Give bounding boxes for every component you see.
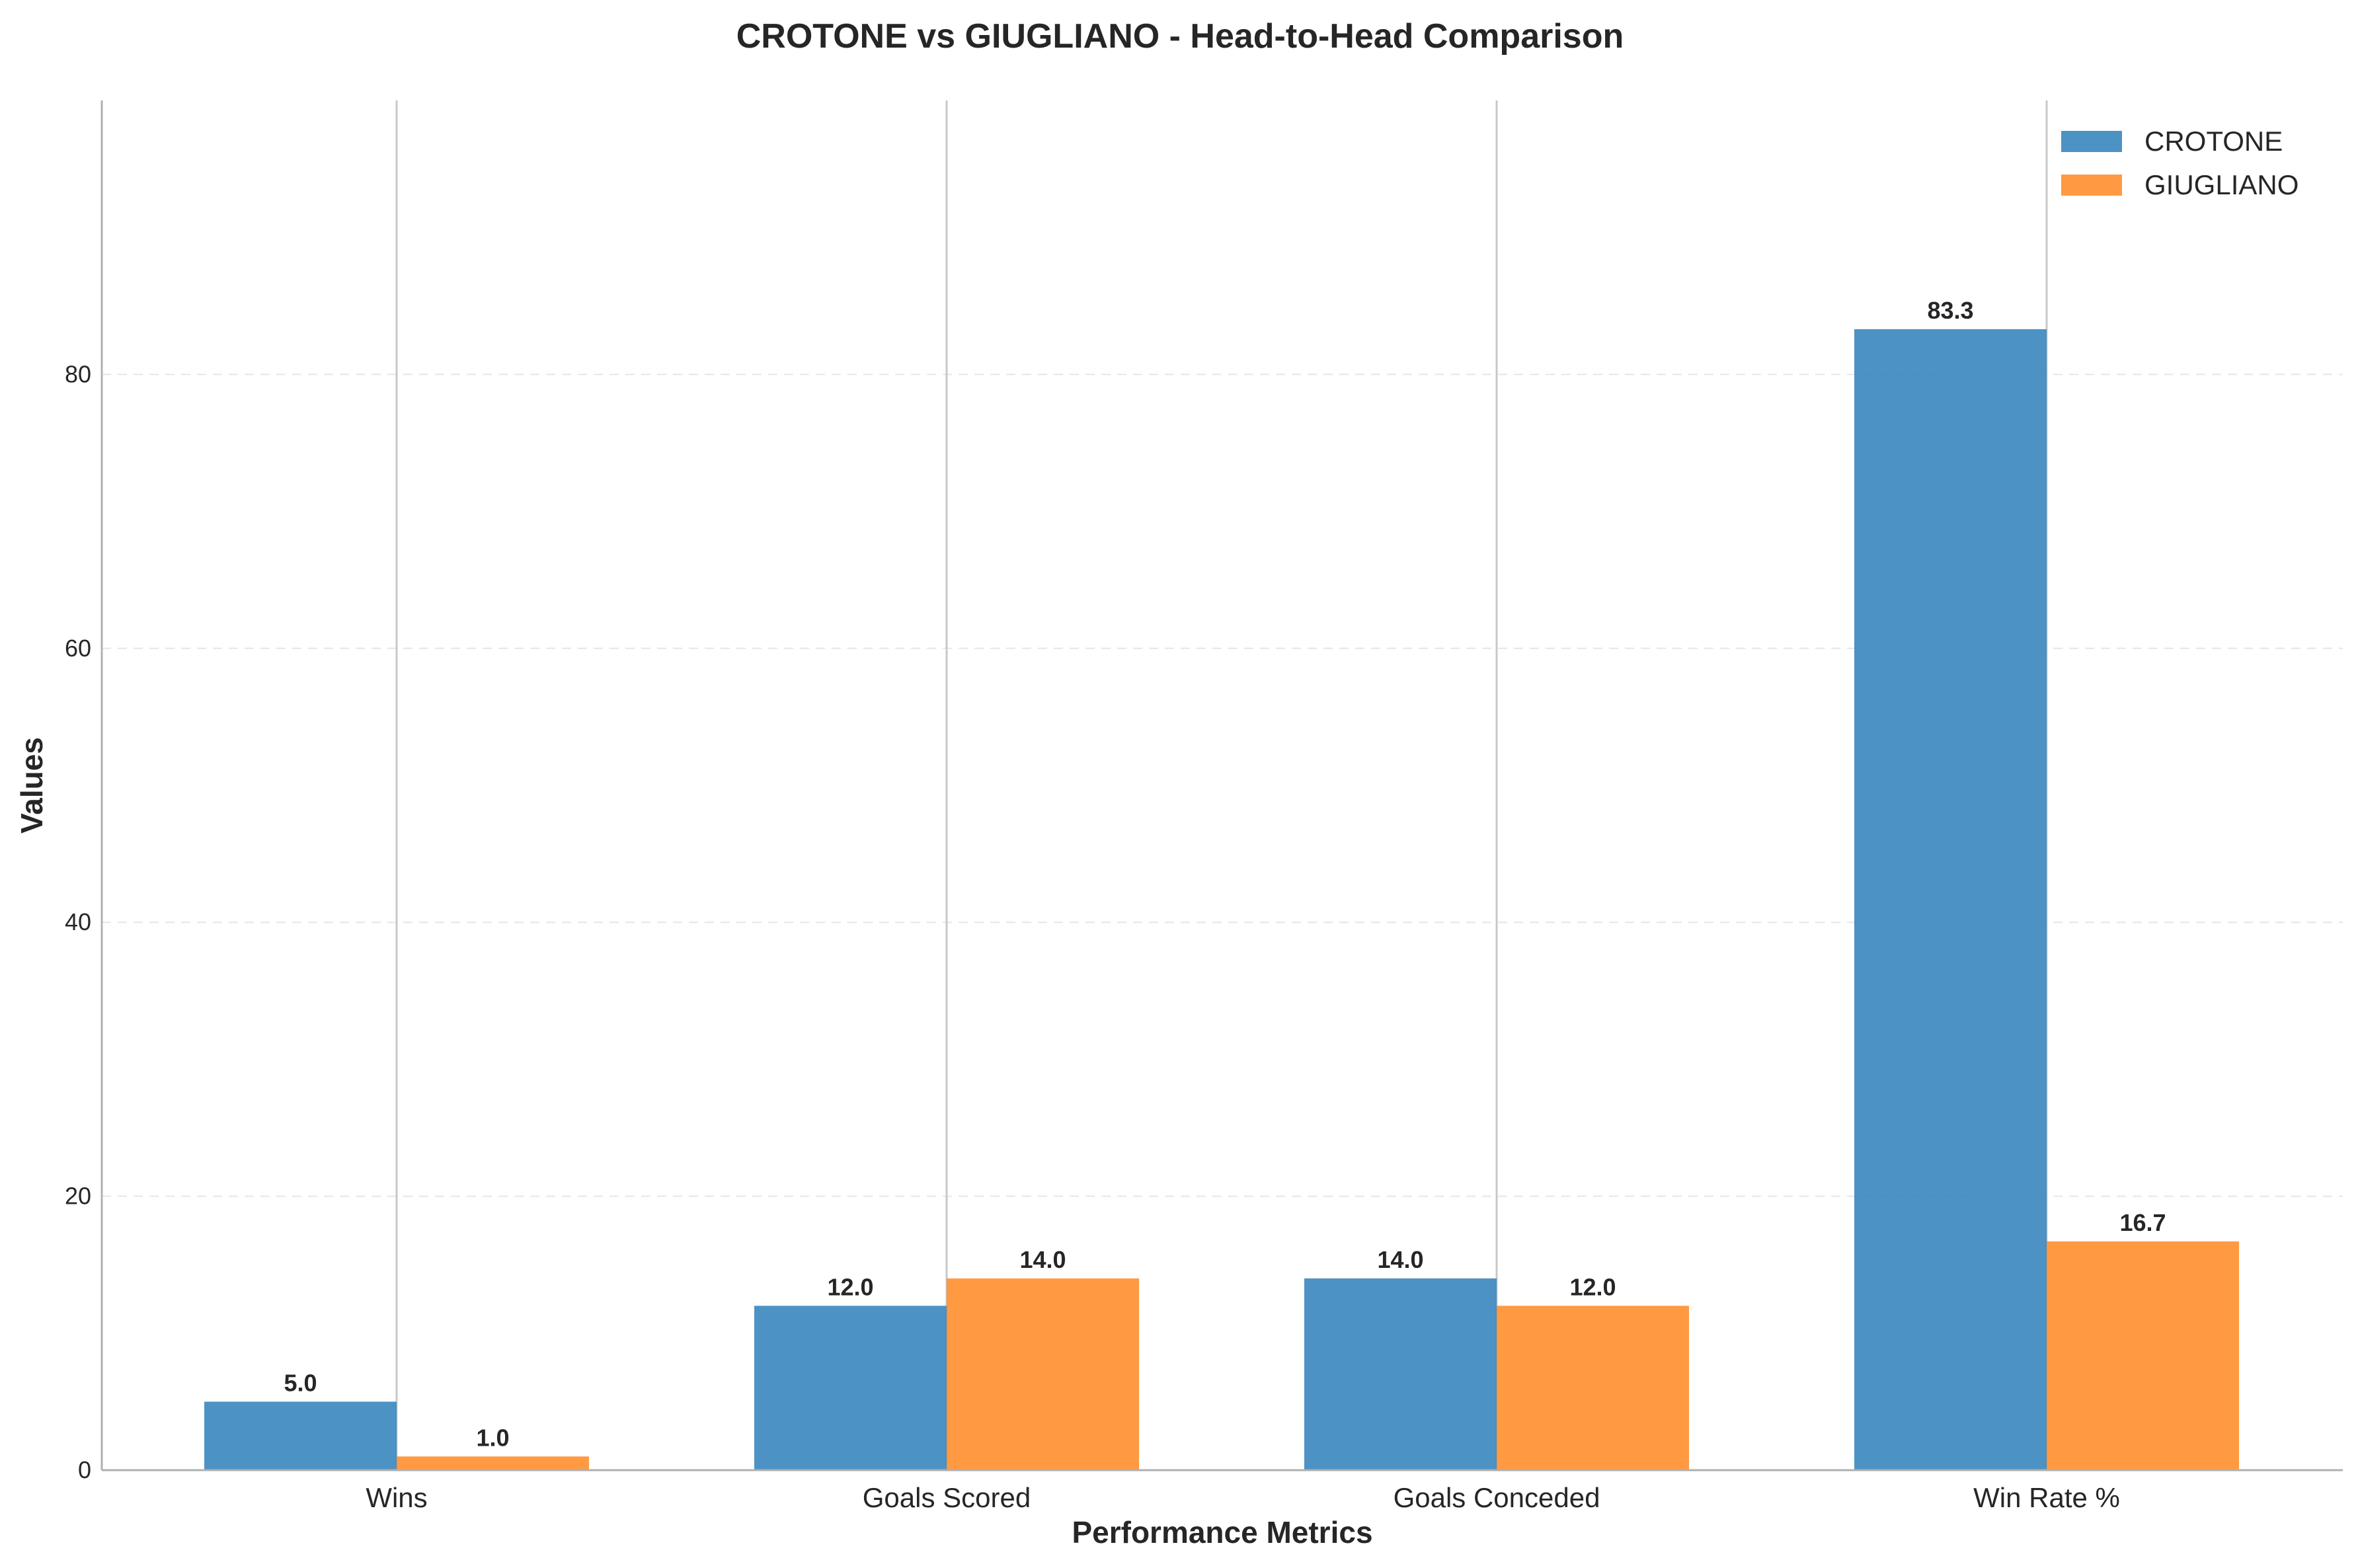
y-axis-label: Values <box>15 737 49 834</box>
y-tick-label: 0 <box>78 1456 91 1483</box>
bar <box>204 1401 397 1470</box>
x-axis-label: Performance Metrics <box>1072 1515 1372 1549</box>
legend-swatch <box>2061 175 2122 196</box>
y-tick-label: 80 <box>65 360 91 387</box>
legend-swatch <box>2061 131 2122 152</box>
chart-title: CROTONE vs GIUGLIANO - Head-to-Head Comp… <box>736 17 1624 56</box>
data-label: 14.0 <box>1019 1246 1066 1273</box>
bar <box>1304 1278 1497 1470</box>
axes <box>100 100 2343 1471</box>
y-tick-label: 20 <box>65 1183 91 1210</box>
x-tick-label: Goals Conceded <box>1394 1482 1600 1513</box>
legend-label: GIUGLIANO <box>2144 169 2299 200</box>
legend: CROTONE GIUGLIANO <box>2061 126 2299 200</box>
x-tick-label: Win Rate % <box>1973 1482 2120 1513</box>
y-tick-label: 60 <box>65 635 91 662</box>
data-label: 14.0 <box>1377 1246 1423 1273</box>
y-ticks: 0 20 40 60 80 <box>65 360 91 1483</box>
y-tick-label: 40 <box>65 908 91 935</box>
data-label: 16.7 <box>2119 1209 2166 1236</box>
bar <box>1854 329 2047 1471</box>
x-ticks: Wins Goals Scored Goals Conceded Win Rate % <box>366 1482 2120 1513</box>
legend-label: CROTONE <box>2144 126 2283 157</box>
data-label: 1.0 <box>476 1424 509 1451</box>
bar <box>947 1278 1139 1470</box>
data-label: 83.3 <box>1927 297 1973 324</box>
x-tick-label: Wins <box>366 1482 427 1513</box>
bars <box>204 329 2239 1471</box>
data-label: 12.0 <box>827 1273 873 1300</box>
x-tick-label: Goals Scored <box>863 1482 1031 1513</box>
bar <box>397 1456 589 1470</box>
bar <box>754 1306 947 1470</box>
data-labels: 5.0 12.0 14.0 83.3 1.0 14.0 12.0 16.7 <box>284 297 2166 1451</box>
data-label: 5.0 <box>284 1369 317 1396</box>
data-label: 12.0 <box>1569 1273 1616 1300</box>
bar <box>1497 1306 1689 1470</box>
bar <box>2047 1241 2239 1470</box>
